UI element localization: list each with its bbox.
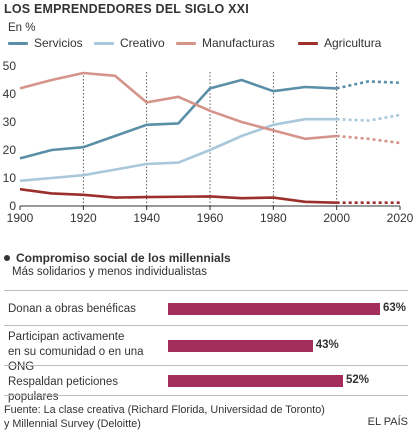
legend-label-manufacturas: Manufacturas [202, 36, 275, 50]
series-line [19, 78, 337, 160]
legend-swatch-agricultura [298, 41, 318, 45]
bar-value-label: 52% [345, 374, 369, 386]
legend-item-manufacturas: Manufacturas [176, 36, 275, 50]
page-title: LOS EMPRENDEDORES DEL SIGLO XXI [4, 2, 249, 16]
bar-value-label: 43% [315, 339, 339, 351]
y-tick-label: 50 [3, 59, 17, 73]
bar-label: Participan activamente en su comunidad o… [8, 330, 168, 375]
bar-label-line: Donan a obras benéficas [8, 303, 136, 315]
x-tick-label: 1960 [197, 211, 224, 225]
source-note: Fuente: La clase creativa (Richard Flori… [4, 403, 344, 431]
bar [168, 375, 343, 387]
x-tick-label: 2000 [323, 211, 350, 225]
y-tick-label: 0 [9, 199, 16, 213]
bar-section-subtitle: Más solidarios y menos individualistas [12, 266, 207, 278]
series-projection [336, 113, 401, 122]
bar [168, 340, 313, 352]
bar-row: Donan a obras benéficas 63% [4, 290, 408, 326]
series-projection [336, 80, 401, 90]
bar-value-label: 63% [383, 302, 407, 314]
series-line [19, 117, 337, 183]
bar-row: Participan activamente en su comunidad o… [4, 325, 408, 373]
x-tick-label: 1920 [70, 211, 97, 225]
legend-item-creativo: Creativo [94, 36, 165, 50]
y-tick-label: 30 [3, 115, 17, 129]
y-tick-label: 10 [3, 171, 17, 185]
bar-section-title: Compromiso social de los millennials [4, 251, 231, 265]
source-line: y Millennial Survey (Deloitte) [4, 418, 141, 430]
legend-item-agricultura: Agricultura [298, 36, 381, 50]
bar-label-line: Participan activamente [8, 331, 125, 343]
bullet-icon [4, 255, 10, 261]
x-tick-label: 1980 [260, 211, 287, 225]
legend-label-creativo: Creativo [120, 36, 165, 50]
bar [168, 303, 380, 315]
y-tick-label: 20 [3, 143, 17, 157]
bar-label-line: Respaldan peticiones populares [8, 376, 118, 403]
x-tick-label: 1940 [133, 211, 160, 225]
unit-label: En % [8, 22, 36, 34]
legend-swatch-manufacturas [176, 41, 196, 45]
bar-label: Donan a obras benéficas [8, 302, 168, 317]
series-projection [336, 134, 401, 145]
bar-chart-baseline [4, 395, 408, 396]
series-line [19, 71, 337, 141]
bar-section-title-text: Compromiso social de los millennials [16, 251, 231, 265]
source-line: Fuente: La clase creativa (Richard Flori… [4, 404, 325, 416]
bar-chart: Donan a obras benéficas 63% Participan a… [4, 290, 408, 403]
bar-row: Respaldan peticiones populares 52% [4, 365, 408, 403]
legend-swatch-servicios [8, 41, 28, 45]
legend-label-agricultura: Agricultura [324, 36, 382, 50]
legend-label-servicios: Servicios [34, 36, 83, 50]
x-tick-label: 2020 [387, 211, 414, 225]
line-chart: 0 10 20 30 40 50 1900 1920 1940 1960 1980 2000 2020 [3, 59, 414, 225]
legend-item-servicios: Servicios [8, 36, 83, 50]
brand-credit: EL PAÍS [367, 416, 408, 428]
series-line [19, 187, 337, 204]
legend: Servicios Creativo Manufacturas Agricult… [0, 36, 414, 54]
legend-swatch-creativo [94, 41, 114, 45]
bar-label-line: en su comunidad o en una ONG [8, 346, 144, 373]
bar-label: Respaldan peticiones populares [8, 375, 168, 405]
y-tick-label: 40 [3, 87, 17, 101]
x-tick-label: 1900 [7, 211, 34, 225]
